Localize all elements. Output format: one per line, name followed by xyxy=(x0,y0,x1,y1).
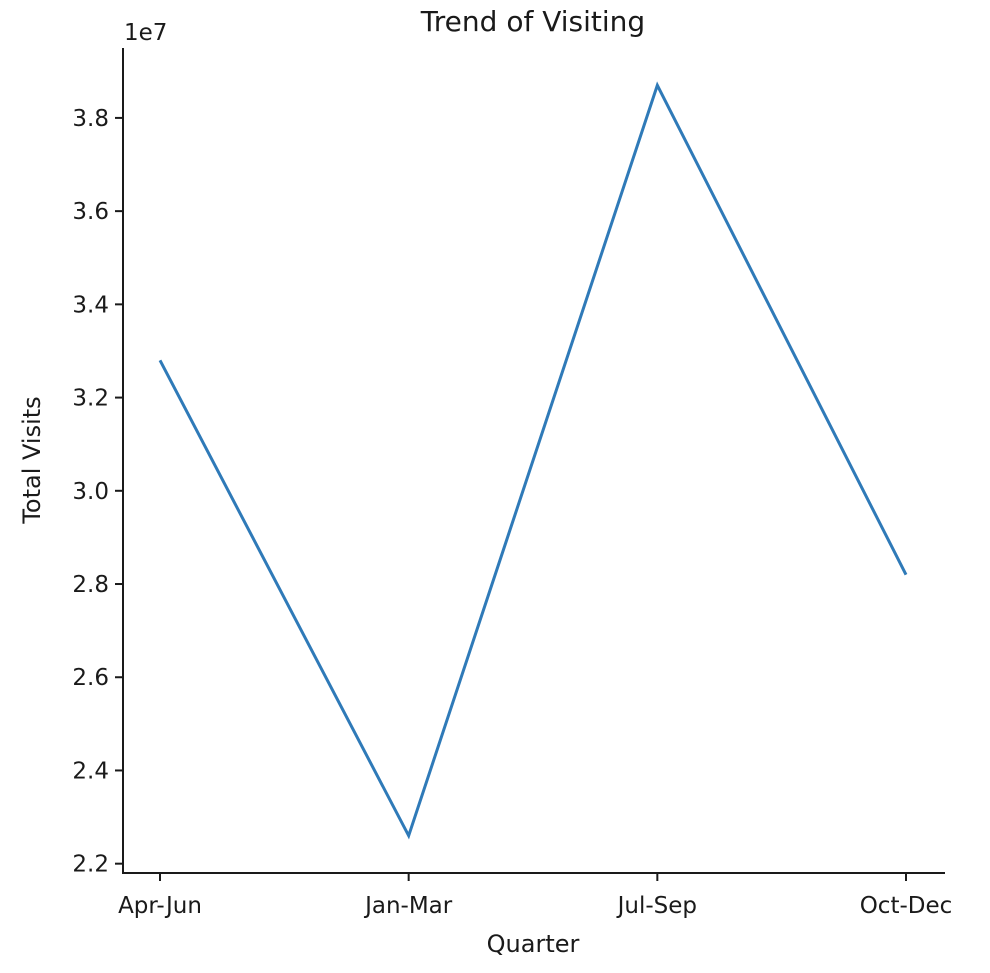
chart-title: Trend of Visiting xyxy=(420,5,645,38)
series-line xyxy=(158,81,908,840)
x-tick-label: Jan-Mar xyxy=(363,893,453,919)
series-layer xyxy=(158,81,908,840)
y-tick-label: 2.8 xyxy=(72,572,109,598)
y-tick-label: 3.4 xyxy=(72,292,109,318)
y-tick-label: 2.6 xyxy=(72,665,109,691)
x-tick-label: Apr-Jun xyxy=(118,893,202,919)
y-tick-label: 3.0 xyxy=(72,479,109,505)
y-tick-label: 2.2 xyxy=(72,852,109,878)
y-offset-label: 1e7 xyxy=(124,20,167,46)
y-tick-label: 3.6 xyxy=(72,199,109,225)
y-tick-label: 2.4 xyxy=(72,758,109,784)
x-axis-title: Quarter xyxy=(487,930,580,958)
y-tick-label: 3.2 xyxy=(72,386,109,412)
x-axis-ticks: Apr-Jun Jan-Mar Jul-Sep Oct-Dec xyxy=(118,873,952,919)
y-tick-label: 3.8 xyxy=(72,106,109,132)
x-tick-label: Jul-Sep xyxy=(616,893,697,919)
y-axis-ticks: 2.2 2.4 2.6 2.8 3.0 3.2 3.4 3.6 3.8 xyxy=(72,106,123,878)
y-axis-title: Total Visits xyxy=(18,396,46,524)
x-tick-label: Oct-Dec xyxy=(860,893,953,919)
